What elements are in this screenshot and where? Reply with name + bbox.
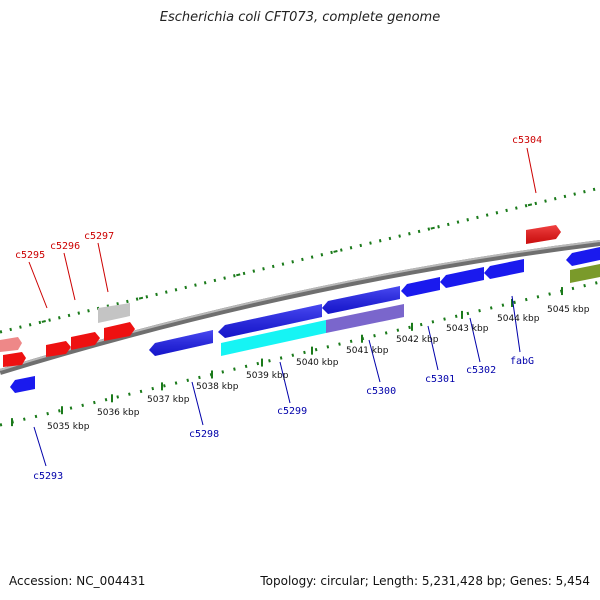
leader-c5301 [427,325,439,371]
leader-c5297 [97,242,109,293]
gene-label-c5301: c5301 [425,374,455,385]
gene-olive-feature [570,264,600,283]
leader-c5296 [63,252,76,301]
gene-label-c5299: c5299 [277,406,307,417]
accession-label: Accession: NC_004431 [9,574,146,588]
gene-c5293-reverse [10,376,35,393]
scale-label: 5044 kbp [497,314,540,324]
scale-label: 5043 kbp [446,324,489,334]
gene-label-c5300: c5300 [366,386,396,397]
gene-c5297-forward [104,322,135,341]
scale-label: 5042 kbp [396,335,439,345]
map-title: Escherichia coli CFT073, complete genome [159,10,441,25]
gene-c5299-cyan [221,320,326,356]
gene-label-c5295: c5295 [15,250,45,261]
scale-label: 5045 kbp [547,305,590,315]
gene-label-c5302: c5302 [466,365,496,376]
gene-shading [149,225,561,356]
gene-labels: c5295 c5296 c5297 c5304 c5293 c5298 c529… [15,135,542,482]
gene-c5296-forward [46,341,71,357]
gene-label-c5297: c5297 [84,231,114,242]
scale-label: 5041 kbp [346,346,389,356]
scale-label: 5040 kbp [296,358,339,368]
label-leaders [28,147,537,467]
gene-c5296-forward-b [71,332,100,350]
scale-label: 5035 kbp [47,422,90,432]
leader-c5299 [279,361,291,404]
gene-edge-reverse [566,247,600,266]
gene-label-fabG: fabG [510,356,534,367]
scale-labels: 5035 kbp 5036 kbp 5037 kbp 5038 kbp 5039… [47,305,590,432]
leader-c5295 [28,261,48,309]
scale-label: 5039 kbp [246,371,289,381]
leader-c5298 [191,381,204,426]
topology-label: Topology: circular; Length: 5,231,428 bp… [260,574,590,588]
inner-tick-dots [0,280,600,427]
genome-backbone [0,240,600,375]
gene-c5295-forward [0,337,22,352]
scale-label: 5037 kbp [147,395,190,405]
gene-c5302-reverse [440,267,484,288]
gene-label-c5296: c5296 [50,241,80,252]
gene-label-c5293: c5293 [33,471,63,482]
gene-c5297-grey [98,303,130,323]
gene-c5295-forward-b [3,352,26,367]
leader-c5293 [33,426,47,467]
leader-fabG [511,295,521,353]
scale-label: 5038 kbp [196,382,239,392]
inner-tick-ring [0,280,600,427]
inner-major-ticks [11,287,563,427]
scale-label: 5036 kbp [97,408,140,418]
leader-c5304 [526,147,537,194]
gene-fabG-reverse [484,259,524,279]
gene-c5301-reverse [401,277,440,297]
gene-label-c5304: c5304 [512,135,542,146]
leader-c5302 [469,317,481,363]
leader-c5300 [368,339,381,383]
gene-c5300-purple [326,304,404,333]
gene-label-c5298: c5298 [189,429,219,440]
